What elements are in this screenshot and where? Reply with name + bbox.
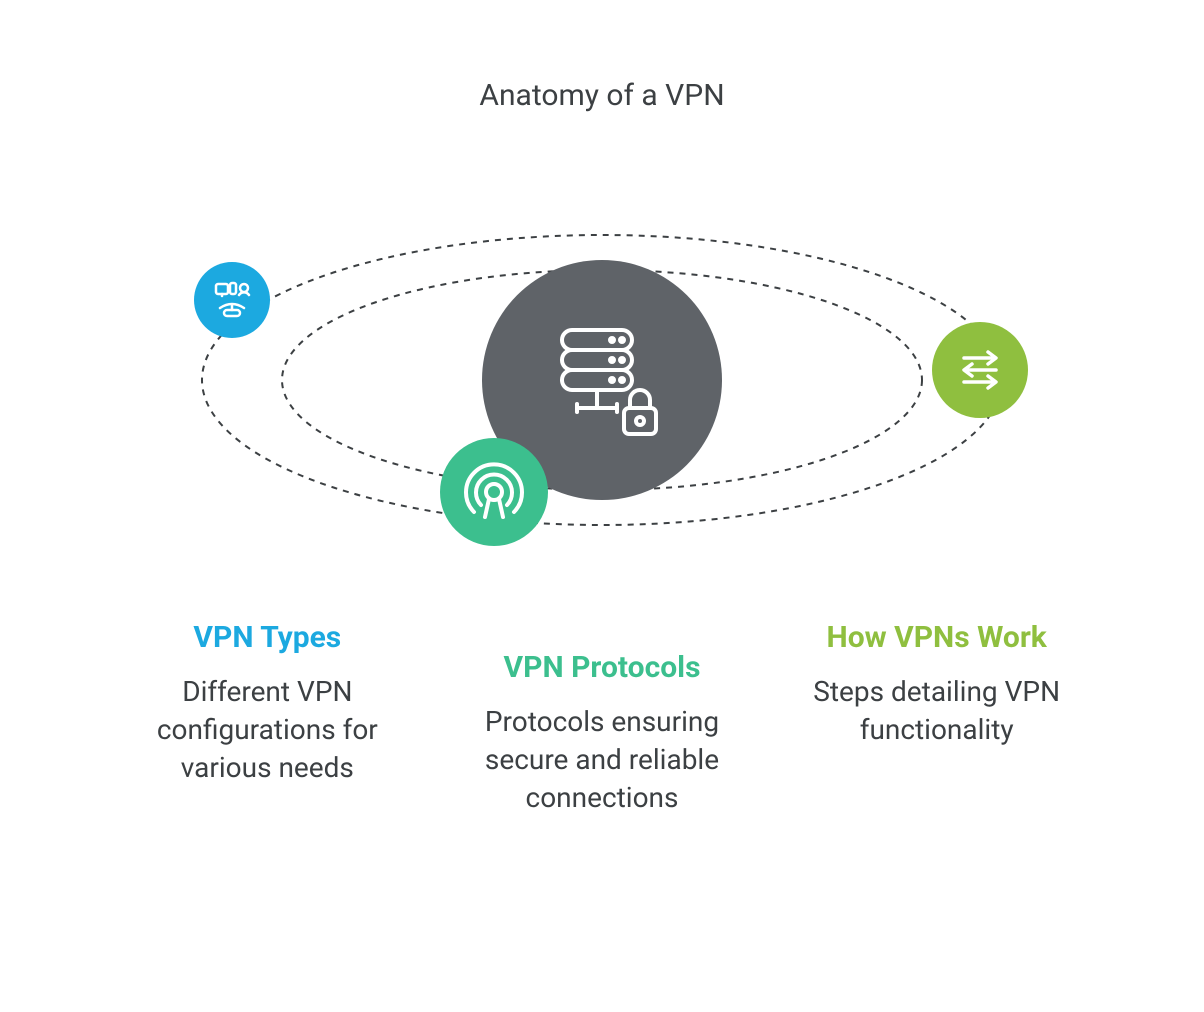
arrows-icon [950, 340, 1010, 400]
orbit-diagram [162, 180, 1042, 580]
how-vpns-work-node [932, 322, 1028, 418]
legend-title: How VPNs Work [789, 620, 1084, 655]
legend-desc: Protocols ensuring secure and reliable c… [455, 703, 750, 816]
page-title: Anatomy of a VPN [0, 78, 1204, 113]
legend-item-how: How VPNs Work Steps detailing VPN functi… [769, 620, 1104, 816]
server-lock-icon [532, 310, 672, 450]
legend-row: VPN Types Different VPN configurations f… [0, 620, 1204, 816]
legend-item-types: VPN Types Different VPN configurations f… [100, 620, 435, 816]
devices-icon [208, 276, 256, 324]
legend-desc: Different VPN configurations for various… [120, 673, 415, 786]
legend-title: VPN Protocols [455, 650, 750, 685]
legend-title: VPN Types [120, 620, 415, 655]
vpn-protocols-node [440, 438, 548, 546]
vpn-types-node [194, 262, 270, 338]
legend-item-protocols: VPN Protocols Protocols ensuring secure … [435, 650, 770, 816]
legend-desc: Steps detailing VPN functionality [789, 673, 1084, 749]
antenna-icon [459, 457, 529, 527]
